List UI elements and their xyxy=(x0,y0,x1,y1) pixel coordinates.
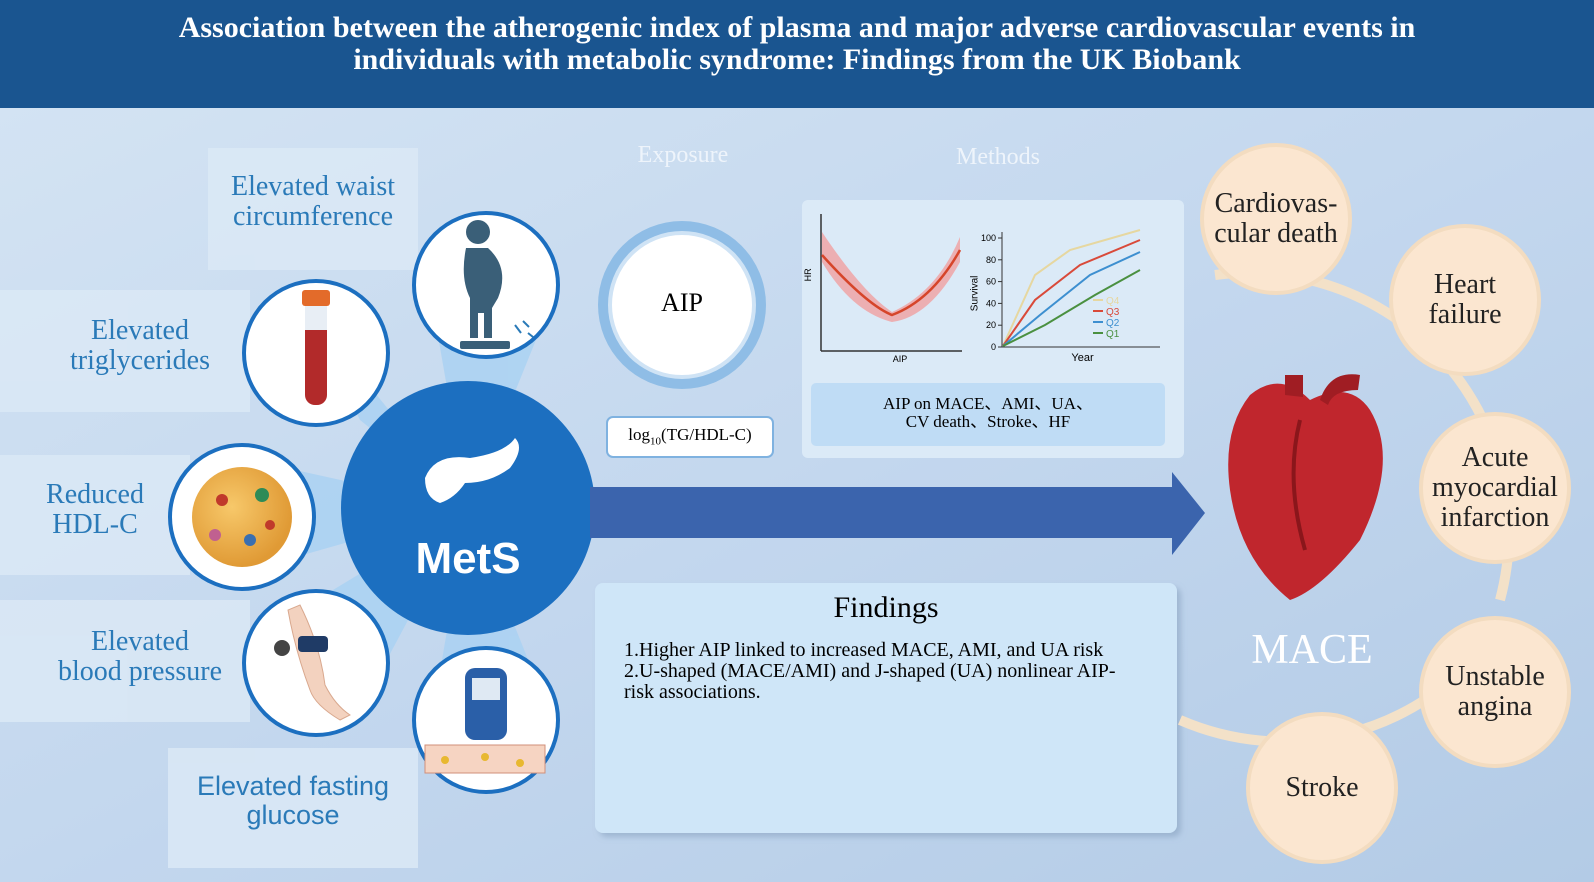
survival-curve xyxy=(1002,229,1141,347)
event-circles xyxy=(1200,143,1571,864)
methods-heading: Methods xyxy=(956,144,1040,170)
exposure-heading: Exposure xyxy=(637,142,729,168)
tube-icon xyxy=(302,290,330,405)
survival-y-label: Survival xyxy=(969,275,981,312)
event-label: Cardiovas- cular death xyxy=(1214,187,1338,249)
event-label: Heart failure xyxy=(1428,268,1502,330)
bp-icon xyxy=(274,604,351,721)
mets-label: MetS xyxy=(415,534,521,583)
event-label: Unstable angina xyxy=(1445,660,1545,722)
finding: 2.U-shaped (MACE/AMI) and J-shaped (UA) … xyxy=(624,660,1116,703)
title: Association between the atherogenic inde… xyxy=(178,11,1416,77)
legend-label: Q4 xyxy=(1106,296,1120,307)
component-label: Reduced HDL-C xyxy=(46,479,144,541)
hr-x-label: AIP xyxy=(892,354,908,364)
mets-circle xyxy=(341,381,595,635)
waist-icon xyxy=(460,220,534,349)
label-boxes xyxy=(0,148,418,868)
y-tick-label: 0 xyxy=(991,342,996,352)
y-tick-label: 20 xyxy=(986,320,996,330)
findings-heading: Findings xyxy=(833,591,939,624)
aip-label: AIP xyxy=(661,288,703,317)
survival-curve xyxy=(1002,239,1141,347)
outcomes-text: AIP on MACE、AMI、UA、 CV death、Stroke、HF xyxy=(883,394,1093,432)
outcomes-box xyxy=(811,383,1165,446)
component-label: Elevated fasting glucose xyxy=(196,771,390,831)
component-label: Elevated blood pressure xyxy=(57,626,223,688)
legend-label: Q2 xyxy=(1106,318,1120,329)
aip-circle xyxy=(608,231,756,379)
legend-label: Q3 xyxy=(1106,307,1120,318)
y-tick-label: 100 xyxy=(981,233,996,243)
survival-curve xyxy=(1002,251,1141,347)
hdl-icon xyxy=(192,467,292,567)
hr-curve xyxy=(821,249,962,317)
formula-log: log xyxy=(628,425,651,444)
event-label: Acute myocardial infarction xyxy=(1432,441,1558,534)
findings-panel xyxy=(595,583,1177,833)
survival-x-label: Year xyxy=(1071,352,1094,364)
glucose-icon xyxy=(424,668,546,774)
legend-label: Q1 xyxy=(1106,329,1120,340)
findings-list: 1.Higher AIP linked to increased MACE, A… xyxy=(624,640,1144,703)
header-bar xyxy=(0,0,1594,108)
formula-ratio: (TG/HDL-C) xyxy=(661,425,752,444)
mace-label: MACE xyxy=(1251,627,1373,673)
arrow xyxy=(590,472,1205,555)
y-tick-label: 60 xyxy=(986,277,996,287)
formula-base: 10 xyxy=(650,435,662,448)
hr-ci-band xyxy=(822,232,960,322)
survival-curve xyxy=(1002,269,1141,347)
y-tick-label: 80 xyxy=(986,255,996,265)
finding: 1.Higher AIP linked to increased MACE, A… xyxy=(624,639,1104,661)
formula-box xyxy=(606,416,774,458)
event-label: Stroke xyxy=(1285,771,1359,803)
hr-y-label: HR xyxy=(803,268,814,282)
pancreas-icon xyxy=(425,438,519,503)
component-label: Elevated waist circumference xyxy=(230,171,396,233)
y-tick-label: 40 xyxy=(986,298,996,308)
component-label: Elevated triglycerides xyxy=(70,315,210,377)
heart-icon xyxy=(1228,374,1383,600)
formula: log10(TG/HDL-C) xyxy=(607,425,773,448)
